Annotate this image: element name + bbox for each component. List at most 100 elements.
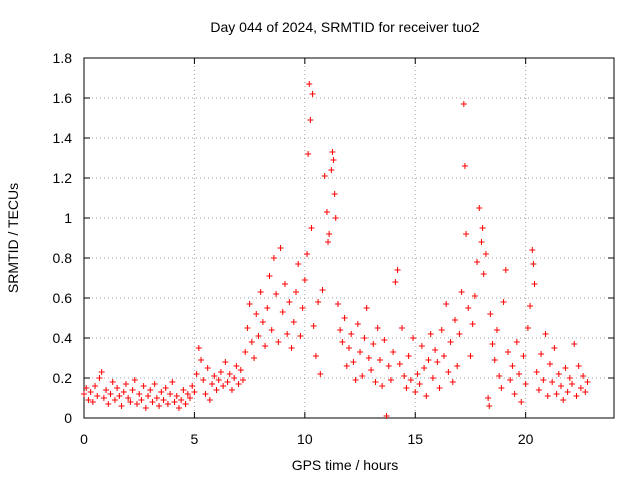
data-point xyxy=(171,399,178,405)
data-point xyxy=(474,259,481,265)
data-point xyxy=(151,381,158,387)
data-point xyxy=(235,381,242,387)
data-point xyxy=(392,279,399,285)
data-point xyxy=(407,377,414,383)
data-point xyxy=(153,395,160,401)
data-point xyxy=(231,375,238,381)
data-point xyxy=(540,377,547,383)
data-point xyxy=(105,401,112,407)
data-point xyxy=(566,375,573,381)
data-point xyxy=(281,281,288,287)
data-point xyxy=(399,325,405,331)
data-point xyxy=(361,335,368,341)
data-point xyxy=(486,403,493,409)
data-point xyxy=(98,369,105,375)
data-point xyxy=(325,239,332,245)
data-point xyxy=(222,359,229,365)
data-point xyxy=(246,301,253,307)
data-point xyxy=(443,301,450,307)
data-point xyxy=(187,395,193,401)
data-point xyxy=(390,349,397,355)
data-point xyxy=(299,305,306,311)
data-point xyxy=(224,379,231,385)
data-point xyxy=(516,371,523,377)
data-point xyxy=(467,353,474,359)
data-point xyxy=(573,393,580,399)
data-point xyxy=(140,383,147,389)
data-point xyxy=(489,341,496,347)
data-point xyxy=(284,331,291,337)
data-point xyxy=(131,377,138,383)
data-point xyxy=(304,251,311,257)
data-point xyxy=(195,345,202,351)
data-point xyxy=(262,343,269,349)
data-point xyxy=(228,387,235,393)
data-point xyxy=(257,289,264,295)
data-point xyxy=(233,363,240,369)
data-point xyxy=(308,225,315,231)
data-point xyxy=(527,303,534,309)
data-point xyxy=(436,385,443,391)
data-point xyxy=(217,369,224,375)
data-point xyxy=(317,371,324,377)
data-point xyxy=(334,301,341,307)
data-point xyxy=(479,225,486,231)
y-tick-label: 1 xyxy=(64,210,72,226)
data-point xyxy=(182,401,189,407)
data-point xyxy=(350,359,357,365)
data-point xyxy=(277,245,284,251)
data-point xyxy=(410,335,417,341)
data-point xyxy=(438,327,445,333)
data-point xyxy=(198,357,205,363)
data-point xyxy=(160,397,167,403)
data-point xyxy=(544,393,551,399)
data-point xyxy=(491,357,498,363)
data-point xyxy=(122,381,129,387)
data-point xyxy=(465,305,472,311)
data-point xyxy=(423,393,430,399)
y-tick-label: 1.4 xyxy=(53,130,73,146)
data-point xyxy=(175,405,182,411)
data-point xyxy=(337,327,344,333)
data-point xyxy=(376,357,383,363)
data-point xyxy=(100,395,107,401)
data-point xyxy=(103,387,110,393)
data-point xyxy=(290,319,297,325)
data-point xyxy=(535,387,542,393)
data-point xyxy=(295,261,302,267)
data-point xyxy=(111,397,118,403)
data-point xyxy=(319,287,326,293)
data-point xyxy=(127,399,134,405)
data-point xyxy=(266,273,273,279)
data-point xyxy=(167,391,174,397)
y-axis-label: SRMTID / TECUs xyxy=(5,183,21,293)
data-point xyxy=(204,365,211,371)
data-point xyxy=(463,231,470,237)
data-point xyxy=(416,381,423,387)
y-tick-label: 0.4 xyxy=(53,330,73,346)
data-point xyxy=(447,339,454,345)
data-point xyxy=(511,391,518,397)
data-point xyxy=(381,337,388,343)
data-point xyxy=(191,389,198,395)
data-point xyxy=(571,341,578,347)
data-point xyxy=(469,321,476,327)
data-point xyxy=(209,381,216,387)
data-point xyxy=(226,371,233,377)
data-point xyxy=(396,361,403,367)
data-point xyxy=(92,383,99,389)
data-point xyxy=(89,399,96,405)
data-point xyxy=(125,395,132,401)
data-point xyxy=(307,117,314,123)
data-point xyxy=(531,281,538,287)
data-point xyxy=(582,389,589,395)
data-point xyxy=(202,391,209,397)
data-point xyxy=(533,369,540,375)
data-point xyxy=(237,367,244,373)
data-point xyxy=(461,163,468,169)
data-point xyxy=(162,385,169,391)
data-point xyxy=(310,323,317,329)
data-point xyxy=(522,381,529,387)
data-point xyxy=(309,91,316,97)
y-tick-label: 0.2 xyxy=(53,370,73,386)
